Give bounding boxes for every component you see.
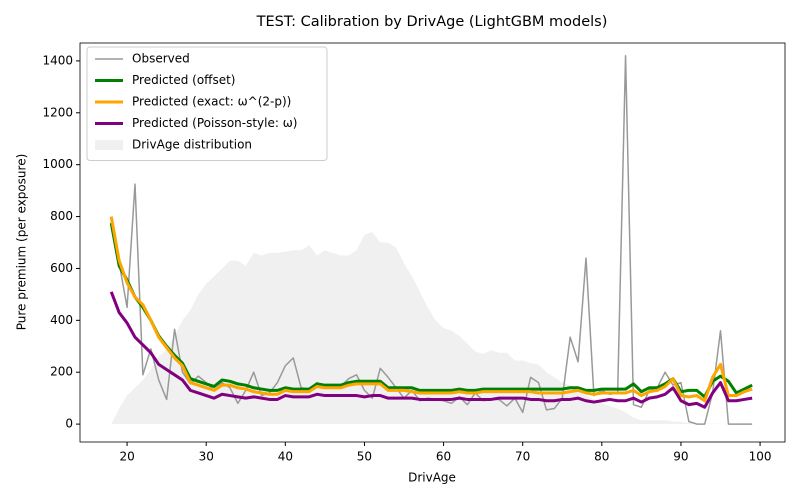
legend-swatch [95,140,123,150]
x-tick-label: 70 [515,450,530,464]
x-tick-label: 50 [357,450,372,464]
legend-label: Observed [132,52,190,66]
series-line [109,291,753,409]
x-tick-label: 90 [673,450,688,464]
y-tick-label: 0 [65,417,73,431]
distribution-area [111,232,753,425]
legend-box [86,46,328,161]
legend-label: DrivAge distribution [132,138,252,152]
x-tick-label: 80 [594,450,609,464]
y-tick-label: 1000 [42,157,73,171]
series-line [109,222,753,399]
series-line [109,216,753,403]
x-tick-label: 30 [199,450,214,464]
y-axis-label: Pure premium (per exposure) [15,154,29,331]
legend-label: Predicted (offset) [132,73,235,87]
y-tick-label: 800 [50,209,73,223]
plot-frame [79,42,786,443]
y-tick-label: 400 [50,313,73,327]
y-tick-label: 600 [50,261,73,275]
y-tick-label: 1400 [42,53,73,67]
x-tick-label: 40 [278,450,293,464]
chart-title: TEST: Calibration by DrivAge (LightGBM m… [256,14,608,30]
y-tick-label: 1200 [42,105,73,119]
x-tick-label: 20 [119,450,134,464]
x-tick-label: 60 [436,450,451,464]
legend-label: Predicted (Poisson-style: ω) [132,116,297,130]
x-axis-label: DrivAge [408,471,456,485]
x-tick-label: 100 [749,450,772,464]
y-tick-label: 200 [50,365,73,379]
legend-label: Predicted (exact: ω^(2-p)) [132,95,291,109]
